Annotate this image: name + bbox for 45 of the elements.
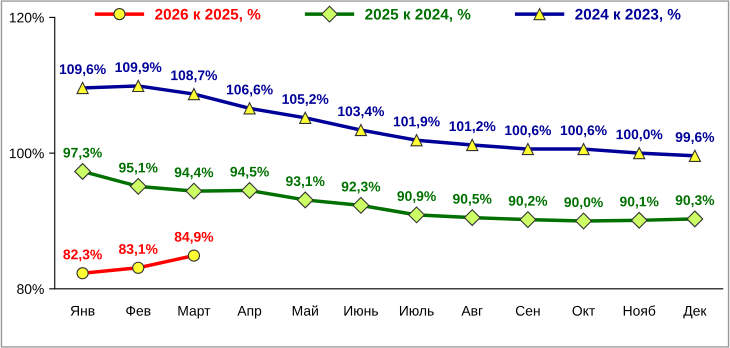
data-label: 109,6% — [60, 64, 106, 76]
x-tick-label: Июнь — [344, 306, 378, 316]
data-label: 103,4% — [338, 106, 384, 118]
data-label: 90,9% — [397, 191, 436, 204]
data-label: 84,9% — [174, 232, 214, 244]
x-tick-label: Нояб — [624, 305, 656, 316]
x-tick-label: Дек — [683, 306, 707, 318]
data-label: 97,3% — [63, 148, 102, 160]
data-label: 108,7% — [171, 70, 218, 82]
x-tick-label: Май — [292, 305, 318, 316]
y-tick-label: 100% — [10, 148, 44, 158]
data-label: 90,2% — [508, 196, 548, 208]
data-label: 100,0% — [616, 129, 662, 142]
data-label: 82,3% — [63, 250, 102, 262]
data-label: 105,2% — [282, 94, 328, 106]
legend-label: 2024 к 2023, % — [575, 8, 681, 22]
data-label: 90,3% — [676, 195, 714, 208]
y-tick-label: 120% — [10, 12, 44, 23]
x-tick-label: Март — [178, 306, 210, 318]
x-tick-label: Июль — [400, 306, 434, 316]
data-label: 94,4% — [174, 167, 214, 180]
y-tick-label: 80% — [17, 284, 44, 294]
data-label: 100,6% — [560, 125, 607, 138]
data-label: 95,1% — [119, 162, 158, 175]
x-tick-label: Сен — [516, 306, 540, 316]
data-label: 106,6% — [226, 84, 273, 96]
x-tick-label: Янв — [70, 306, 95, 316]
data-label: 83,1% — [118, 244, 158, 256]
legend-label: 2025 к 2024, % — [365, 8, 470, 22]
data-label: 101,9% — [394, 116, 440, 128]
data-label: 109,9% — [116, 62, 162, 74]
data-label: 101,2% — [450, 121, 496, 134]
data-label: 90,0% — [564, 197, 603, 210]
legend-label: 2026 к 2025, % — [155, 8, 260, 22]
data-label: 94,5% — [230, 166, 269, 179]
x-tick-label: Фев — [126, 306, 150, 316]
data-label: 90,5% — [453, 194, 492, 206]
x-tick-label: Апр — [237, 306, 262, 318]
data-label: 100,6% — [505, 125, 552, 138]
x-tick-label: Окт — [572, 306, 596, 316]
data-label: 90,1% — [620, 196, 659, 208]
data-label: 93,1% — [286, 176, 325, 188]
data-label: 92,3% — [342, 182, 380, 194]
data-label: 99,6% — [676, 132, 714, 144]
x-tick-label: Авг — [461, 306, 483, 316]
